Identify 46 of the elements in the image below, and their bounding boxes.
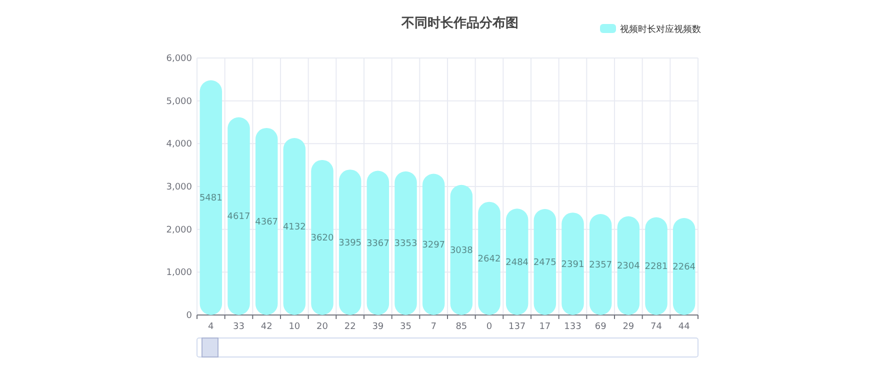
x-tick-label: 42 bbox=[260, 322, 272, 332]
data-label: 2304 bbox=[616, 262, 640, 272]
data-label: 3620 bbox=[310, 233, 334, 244]
data-label: 4617 bbox=[227, 212, 250, 222]
x-tick-label: 35 bbox=[400, 322, 412, 332]
legend-label: 视频时长对应视频数 bbox=[620, 24, 701, 35]
legend: 视频时长对应视频数 bbox=[600, 24, 701, 35]
chart-title: 不同时长作品分布图 bbox=[400, 16, 518, 31]
x-tick-label: 4 bbox=[208, 322, 214, 332]
data-label: 2484 bbox=[506, 258, 529, 268]
data-label: 2281 bbox=[644, 262, 668, 272]
y-tick-label: 2,000 bbox=[166, 225, 192, 236]
y-tick-label: 1,000 bbox=[166, 268, 192, 278]
x-tick-label: 7 bbox=[430, 322, 436, 332]
data-label: 2391 bbox=[561, 260, 584, 270]
x-tick-label: 17 bbox=[539, 322, 551, 332]
y-tick-label: 4,000 bbox=[166, 140, 192, 150]
data-label: 3395 bbox=[338, 238, 362, 248]
y-tick-label: 0 bbox=[186, 311, 192, 321]
data-label: 2264 bbox=[672, 262, 696, 273]
data-label: 4132 bbox=[282, 222, 306, 233]
x-tick-label: 133 bbox=[564, 322, 582, 332]
x-tick-label: 22 bbox=[344, 322, 356, 332]
x-tick-label: 69 bbox=[594, 322, 607, 332]
x-tick-label: 33 bbox=[233, 322, 244, 332]
x-tick-label: 20 bbox=[316, 322, 328, 332]
data-label: 2475 bbox=[533, 258, 556, 268]
data-label: 2357 bbox=[589, 260, 612, 271]
data-label: 2642 bbox=[478, 254, 501, 264]
data-label: 3038 bbox=[450, 246, 474, 256]
data-label: 3353 bbox=[394, 239, 418, 250]
x-tick-label: 44 bbox=[678, 322, 690, 332]
y-tick-label: 6,000 bbox=[166, 54, 192, 64]
y-tick-label: 5,000 bbox=[166, 96, 192, 107]
x-tick-label: 29 bbox=[622, 322, 634, 332]
x-tick-label: 85 bbox=[456, 322, 468, 332]
x-tick-label: 39 bbox=[372, 322, 384, 332]
x-tick-label: 0 bbox=[486, 322, 492, 332]
y-tick-label: 3,000 bbox=[166, 182, 192, 192]
data-label: 3297 bbox=[422, 240, 446, 250]
data-label: 5481 bbox=[199, 194, 222, 204]
x-tick-label: 137 bbox=[508, 322, 526, 332]
x-tick-label: 74 bbox=[650, 322, 662, 332]
data-label: 4367 bbox=[255, 217, 278, 228]
x-tick-label: 10 bbox=[288, 322, 300, 332]
data-label: 3367 bbox=[366, 238, 390, 249]
